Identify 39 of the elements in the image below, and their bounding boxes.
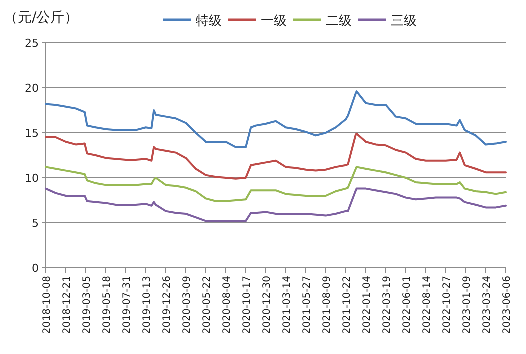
x-tick-label: 2019-03-05 <box>82 276 93 334</box>
x-tick-label: 2020-12-30 <box>262 276 273 334</box>
legend-label: 一级 <box>261 14 287 29</box>
y-tick-label: 0 <box>32 262 39 275</box>
y-tick-label: 25 <box>25 37 39 50</box>
x-tick-label: 2022-03-19 <box>382 276 393 334</box>
x-tick-label: 2019-05-18 <box>102 276 113 334</box>
y-tick-label: 15 <box>25 127 39 140</box>
y-tick-label: 10 <box>25 172 39 185</box>
x-tick-label: 2023-03-24 <box>482 276 493 334</box>
x-tick-label: 2019-10-13 <box>142 276 153 334</box>
x-tick-label: 2021-10-22 <box>342 276 353 334</box>
x-tick-label: 2023-06-06 <box>502 276 513 334</box>
x-tick-label: 2018-12-21 <box>62 276 73 334</box>
legend-label: 特级 <box>196 14 222 29</box>
x-tick-label: 2023-01-09 <box>462 276 473 334</box>
x-tick-label: 2018-10-08 <box>42 276 53 334</box>
x-tick-label: 2020-03-09 <box>182 276 193 334</box>
y-axis-title: （元/公斤） <box>4 10 79 26</box>
x-tick-label: 2019-07-31 <box>122 276 133 334</box>
x-tick-label: 2020-10-17 <box>242 276 253 334</box>
y-tick-label: 20 <box>25 82 39 95</box>
line-series <box>45 188 507 222</box>
x-tick-label: 2022-10-27 <box>442 276 453 334</box>
x-tick-label: 2019-12-26 <box>162 276 173 334</box>
x-tick-label: 2020-05-22 <box>202 276 213 334</box>
x-tick-label: 2020-08-04 <box>222 276 233 334</box>
x-tick-label: 2022-08-14 <box>422 276 433 334</box>
y-tick-label: 5 <box>32 217 39 230</box>
line-series <box>45 90 507 148</box>
line-series <box>45 132 507 180</box>
x-tick-label: 2021-03-14 <box>282 276 293 334</box>
x-tick-label: 2022-06-01 <box>402 276 413 334</box>
legend-label: 三级 <box>391 14 417 29</box>
x-tick-label: 2021-05-27 <box>302 276 313 334</box>
legend-label: 二级 <box>326 14 352 29</box>
x-tick-label: 2022-01-04 <box>362 276 373 334</box>
line-series <box>45 166 507 202</box>
x-tick-label: 2021-08-09 <box>322 276 333 334</box>
